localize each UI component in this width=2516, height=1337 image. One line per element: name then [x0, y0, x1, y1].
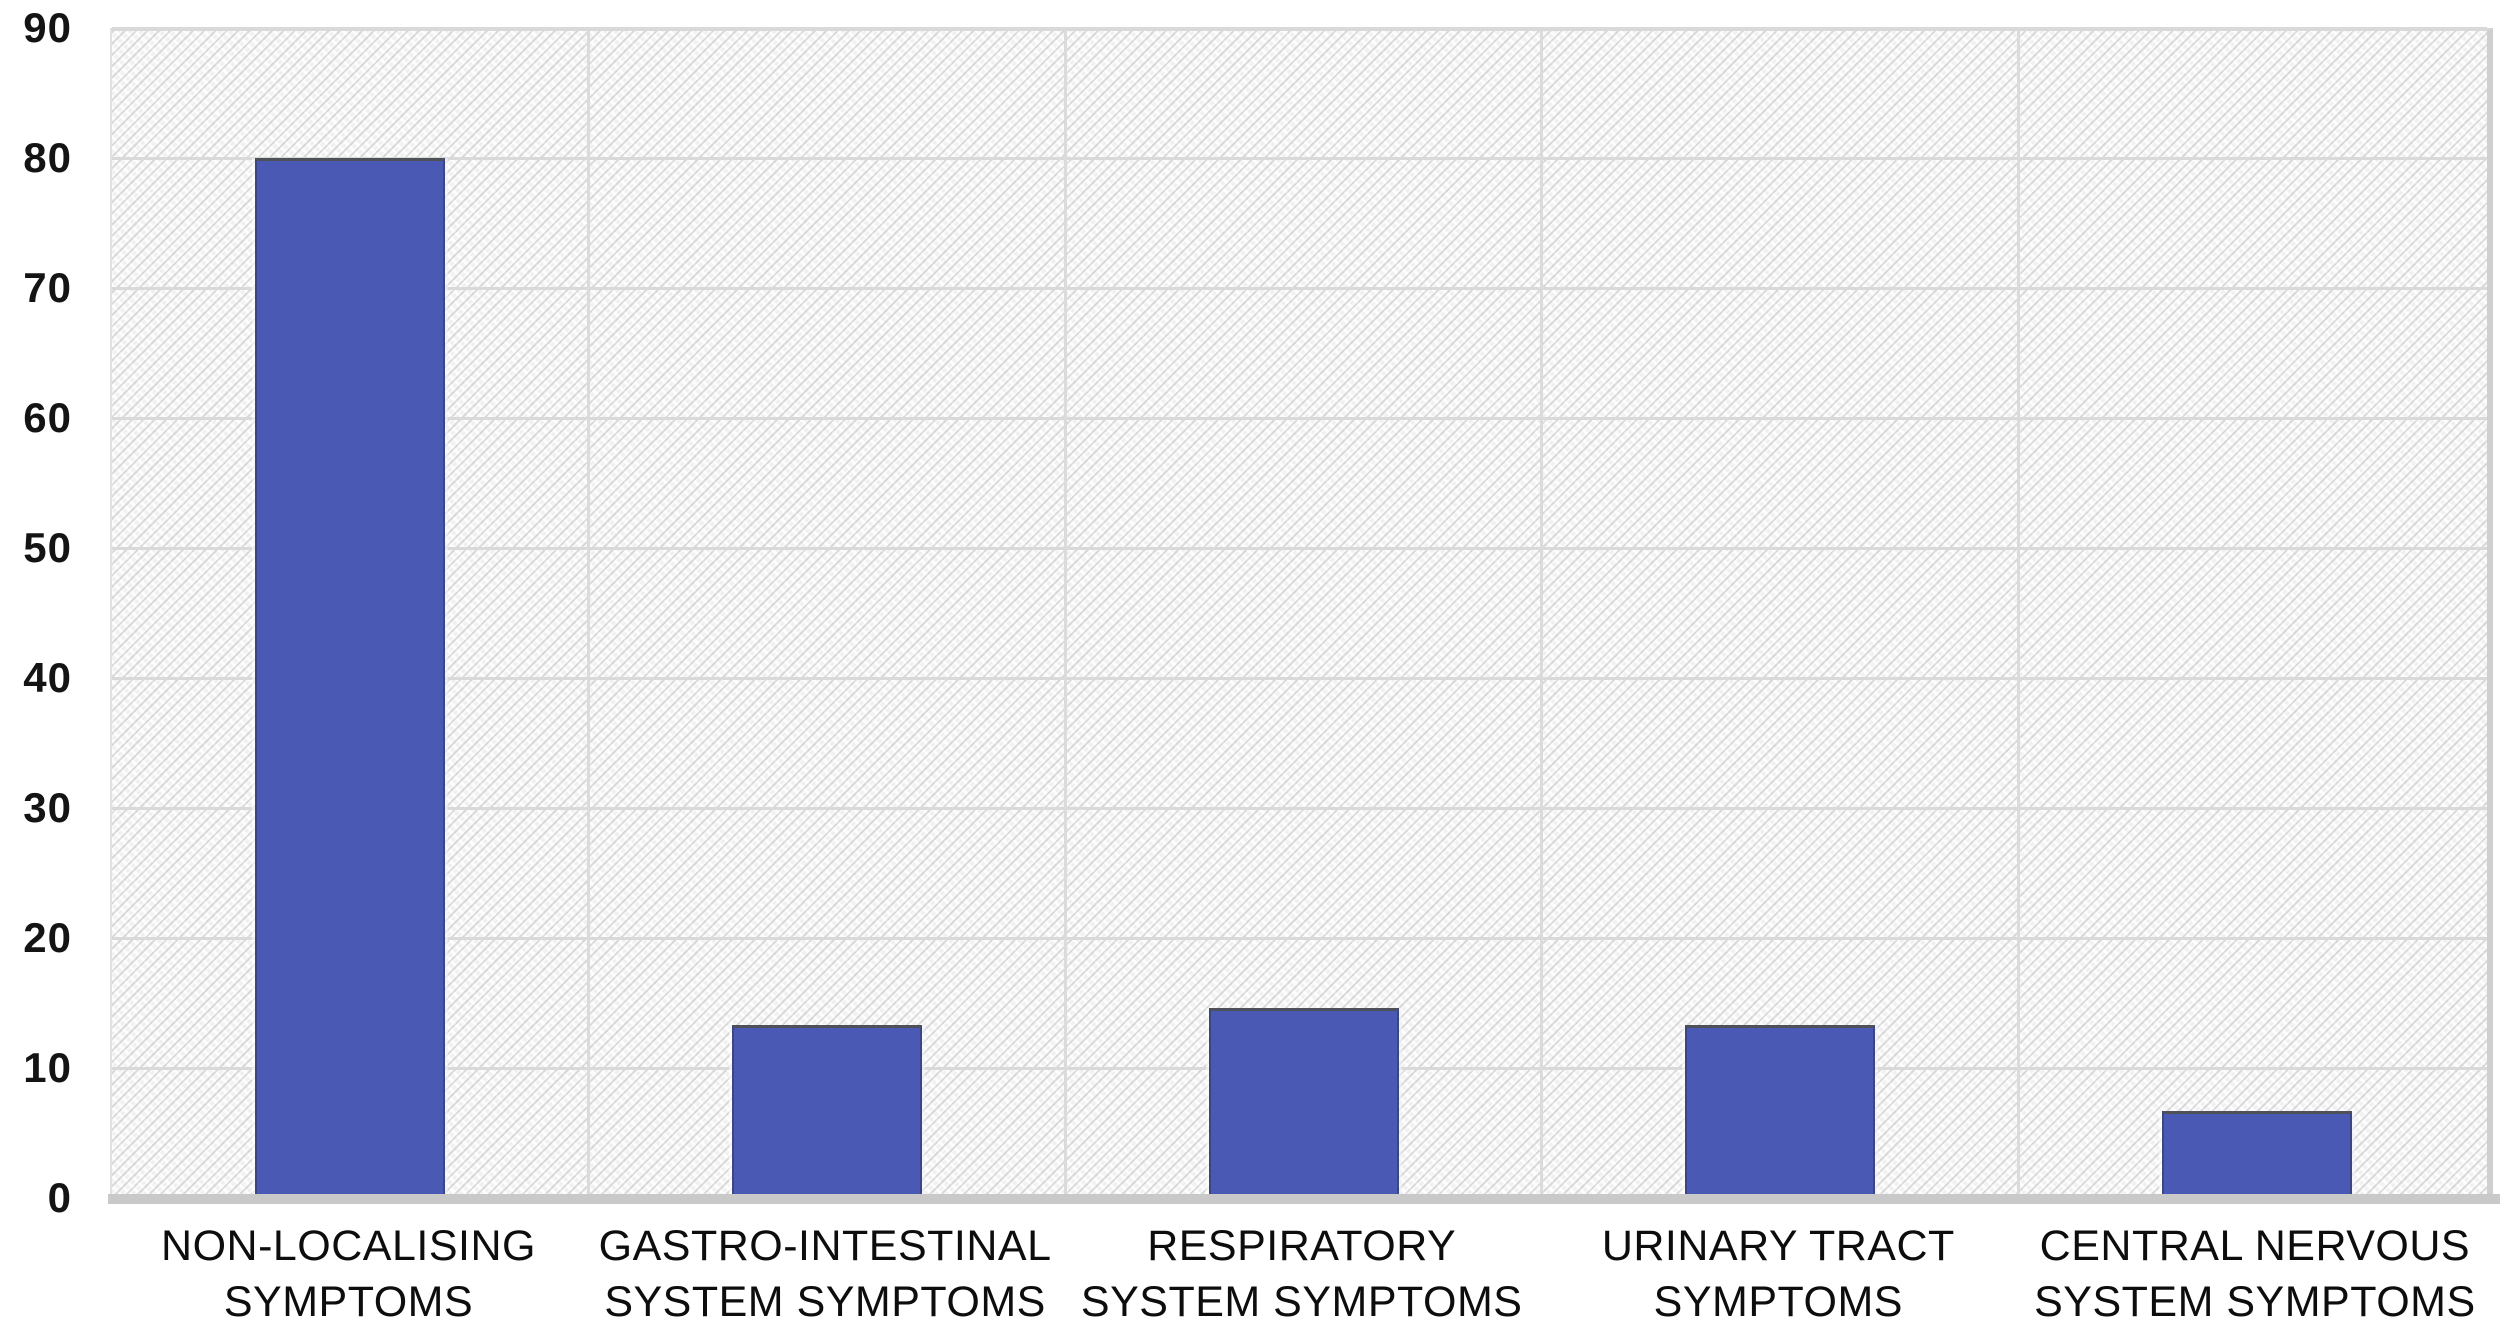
x-axis-label: CENTRAL NERVOUS SYSTEM SYMPTOMS	[2016, 1218, 2493, 1330]
x-axis-label-line: NON-LOCALISING	[161, 1222, 536, 1270]
gridline-vertical	[1063, 31, 1067, 1198]
gridline-horizontal	[112, 806, 2487, 810]
x-axis-label-line: CENTRAL NERVOUS	[2039, 1222, 2471, 1270]
bar	[1208, 1008, 1399, 1198]
gridline-horizontal	[112, 26, 2487, 30]
gridline-vertical	[2016, 31, 2020, 1198]
gridline-vertical	[1540, 31, 1544, 1198]
x-axis-label: URINARY TRACT SYMPTOMS	[1540, 1218, 2017, 1330]
gridline-horizontal	[112, 936, 2487, 940]
y-axis-tick-label: 30	[23, 784, 72, 831]
y-axis-tick-label: 40	[23, 654, 72, 701]
y-axis-tick-label: 80	[23, 134, 72, 181]
x-axis-label-line: SYMPTOMS	[223, 1278, 474, 1326]
gridline-horizontal	[112, 156, 2487, 160]
x-axis-label: NON-LOCALISING SYMPTOMS	[110, 1218, 587, 1330]
x-axis-label-line: URINARY TRACT	[1601, 1222, 1955, 1270]
gridline-horizontal	[112, 416, 2487, 420]
bar	[1685, 1025, 1876, 1198]
y-axis-tick-label: 70	[23, 264, 72, 311]
bar	[2161, 1110, 2352, 1198]
x-axis-label-line: GASTRO-INTESTINAL	[598, 1222, 1052, 1270]
plot-area	[110, 26, 2493, 1198]
y-axis-tick-label: 50	[23, 524, 72, 571]
x-axis-label-line: SYMPTOMS	[1653, 1278, 1903, 1326]
gridline-horizontal	[112, 286, 2487, 290]
x-axis-line	[108, 1194, 2500, 1204]
bar	[255, 158, 446, 1198]
y-axis-tick-label: 60	[23, 394, 72, 441]
bar	[731, 1025, 922, 1198]
x-axis-label-line: SYSTEM SYMPTOMS	[604, 1278, 1046, 1326]
x-axis-label-line: RESPIRATORY	[1147, 1222, 1457, 1270]
gridline-horizontal	[112, 546, 2487, 550]
x-axis-label: RESPIRATORY SYSTEM SYMPTOMS	[1063, 1218, 1540, 1330]
x-axis-label: GASTRO-INTESTINAL SYSTEM SYMPTOMS	[587, 1218, 1064, 1330]
x-axis-label-line: SYSTEM SYMPTOMS	[1080, 1278, 1523, 1326]
y-axis-tick-label: 20	[23, 914, 72, 961]
y-axis-tick-label: 10	[23, 1044, 72, 1091]
x-axis-label-line: SYSTEM SYMPTOMS	[2034, 1278, 2476, 1326]
gridline-horizontal	[112, 676, 2487, 680]
y-axis-tick-label: 90	[23, 4, 72, 51]
gridline-vertical	[587, 31, 591, 1198]
y-axis-tick-label: 0	[47, 1174, 72, 1221]
